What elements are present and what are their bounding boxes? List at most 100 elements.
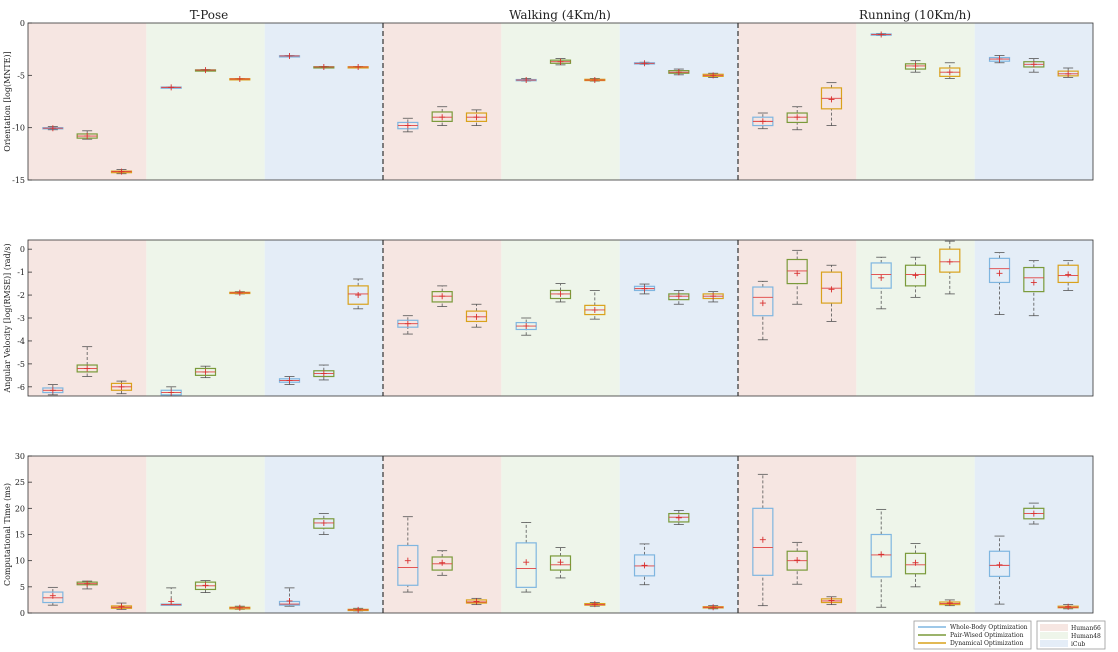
band-human66 bbox=[738, 456, 857, 613]
iqr-box bbox=[870, 533, 892, 578]
box-running-human48-whole-body bbox=[870, 31, 892, 38]
iqr-box bbox=[870, 262, 892, 289]
mean-marker bbox=[84, 365, 91, 372]
iqr-box bbox=[820, 271, 843, 304]
box-tpose-human48-pair-wised bbox=[194, 365, 217, 379]
iqr-box bbox=[904, 552, 927, 575]
band-human66 bbox=[28, 23, 147, 180]
box-running-human66-dynamical bbox=[820, 82, 843, 126]
mean-marker bbox=[641, 562, 648, 569]
iqr-box bbox=[465, 310, 488, 323]
mean-marker bbox=[404, 557, 411, 564]
computational-time-panel: 0 5 10 15 20 25 30 Computational Time (ms) bbox=[3, 452, 1094, 618]
mean-marker bbox=[675, 514, 682, 521]
y-tick-label: 5 bbox=[20, 583, 25, 592]
mean-marker bbox=[996, 270, 1003, 277]
box-walking-icub-pair-wised bbox=[668, 290, 690, 305]
box-tpose-human66-whole-body bbox=[42, 586, 64, 606]
mean-marker bbox=[404, 122, 411, 129]
box-tpose-icub-pair-wised bbox=[313, 364, 335, 381]
mean-marker bbox=[439, 559, 446, 566]
mean-marker bbox=[591, 77, 598, 84]
iqr-box bbox=[668, 512, 690, 523]
y-tick-label: 15 bbox=[15, 531, 25, 540]
y-tick-label: -15 bbox=[12, 176, 25, 185]
mean-marker bbox=[355, 292, 362, 299]
mean-marker bbox=[557, 290, 564, 297]
box-tpose-human66-pair-wised bbox=[76, 580, 98, 590]
axis-frame bbox=[27, 22, 1094, 181]
iqr-box bbox=[313, 518, 335, 529]
box-walking-icub-pair-wised bbox=[668, 68, 690, 76]
y-axis-label: Angular Velocity [log(RMSE)] (rad/s) bbox=[3, 243, 12, 393]
mean-marker bbox=[1065, 70, 1072, 77]
mean-marker bbox=[912, 272, 919, 279]
box-running-icub-whole-body bbox=[988, 252, 1011, 315]
box-running-human66-dynamical bbox=[820, 264, 843, 322]
band-human48 bbox=[856, 240, 975, 396]
box-walking-human66-dynamical bbox=[465, 109, 488, 126]
mean-marker bbox=[236, 75, 243, 82]
band-human48 bbox=[856, 23, 975, 180]
mean-marker bbox=[557, 559, 564, 566]
mean-marker bbox=[912, 62, 919, 69]
box-walking-icub-dynamical bbox=[702, 72, 724, 79]
box-running-icub-pair-wised bbox=[1023, 58, 1045, 73]
mean-marker bbox=[591, 601, 598, 608]
y-tick-label: -2 bbox=[17, 291, 25, 300]
box-running-human48-whole-body bbox=[870, 508, 892, 608]
band-human66 bbox=[383, 240, 502, 396]
box-walking-icub-whole-body bbox=[633, 283, 656, 295]
band-icub bbox=[974, 240, 1093, 396]
mean-marker bbox=[828, 286, 835, 293]
mean-marker bbox=[641, 285, 648, 292]
box-walking-human66-whole-body bbox=[397, 516, 419, 593]
box-walking-human66-pair-wised bbox=[431, 106, 453, 126]
legend-label-human48: Human48 bbox=[1071, 633, 1101, 640]
iqr-box bbox=[42, 591, 64, 604]
box-walking-human48-dynamical bbox=[584, 601, 606, 608]
y-tick-label: 0 bbox=[20, 19, 25, 28]
iqr-box bbox=[988, 550, 1011, 577]
box-running-human48-pair-wised bbox=[904, 542, 927, 588]
mean-marker bbox=[641, 60, 648, 67]
mean-marker bbox=[557, 58, 564, 65]
box-tpose-icub-whole-body bbox=[278, 376, 301, 385]
mean-marker bbox=[710, 293, 717, 300]
box-running-icub-whole-body bbox=[988, 535, 1011, 605]
box-tpose-human66-pair-wised bbox=[76, 346, 98, 377]
mean-marker bbox=[1030, 61, 1037, 68]
y-tick-label: -5 bbox=[17, 360, 25, 369]
mean-marker bbox=[118, 603, 125, 610]
legend-swatch-icub bbox=[1040, 640, 1068, 647]
box-tpose-human48-whole-body bbox=[160, 84, 182, 91]
box-running-human48-dynamical bbox=[939, 240, 961, 295]
mean-marker bbox=[1030, 510, 1037, 517]
band-human66 bbox=[28, 456, 147, 613]
y-tick-label: 0 bbox=[20, 609, 25, 618]
box-walking-human48-dynamical bbox=[584, 77, 606, 84]
box-walking-icub-pair-wised bbox=[668, 510, 690, 525]
box-running-icub-dynamical bbox=[1057, 603, 1079, 610]
legend-label-human66: Human66 bbox=[1071, 625, 1101, 632]
box-running-human66-dynamical bbox=[820, 596, 843, 606]
y-tick-label: 0 bbox=[20, 245, 25, 254]
mean-marker bbox=[320, 519, 327, 526]
mean-marker bbox=[996, 561, 1003, 568]
box-tpose-icub-pair-wised bbox=[313, 63, 335, 70]
mean-marker bbox=[439, 293, 446, 300]
mean-marker bbox=[591, 306, 598, 313]
box-walking-human48-whole-body bbox=[515, 522, 537, 593]
y-tick-label: 20 bbox=[15, 504, 25, 513]
iqr-box bbox=[1023, 266, 1045, 293]
box-walking-icub-whole-body bbox=[633, 543, 656, 586]
box-tpose-icub-pair-wised bbox=[313, 513, 335, 535]
box-running-human66-pair-wised bbox=[786, 541, 808, 585]
iqr-box bbox=[431, 291, 453, 303]
box-walking-icub-dynamical bbox=[702, 291, 724, 303]
y-axis-label: Computational Time (ms) bbox=[3, 483, 12, 586]
box-running-icub-dynamical bbox=[1057, 260, 1079, 291]
mean-marker bbox=[286, 52, 293, 59]
iqr-box bbox=[752, 286, 774, 317]
legend-label-whole-body: Whole-Body Optimization bbox=[950, 624, 1028, 631]
